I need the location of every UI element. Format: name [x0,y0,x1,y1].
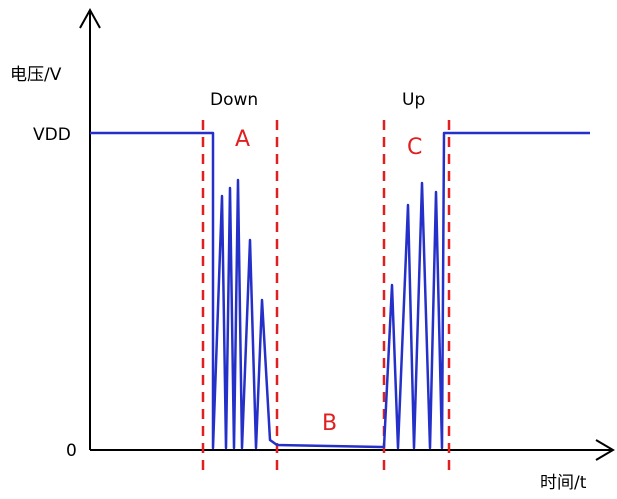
region-b-label: B [322,411,337,436]
x-arrow [595,439,615,461]
y-low-label: 0 [66,441,77,461]
x-axis-label: 时间/t [540,473,587,493]
region-dividers [201,120,451,472]
region-c-label: C [407,135,422,160]
y-high-label: VDD [33,125,71,145]
waveform [90,131,590,450]
region-a-label: A [235,127,250,152]
down-label: Down [210,90,258,110]
y-arrow [79,7,101,29]
up-label: Up [402,90,425,110]
y-axis-label: 电压/V [10,65,62,85]
